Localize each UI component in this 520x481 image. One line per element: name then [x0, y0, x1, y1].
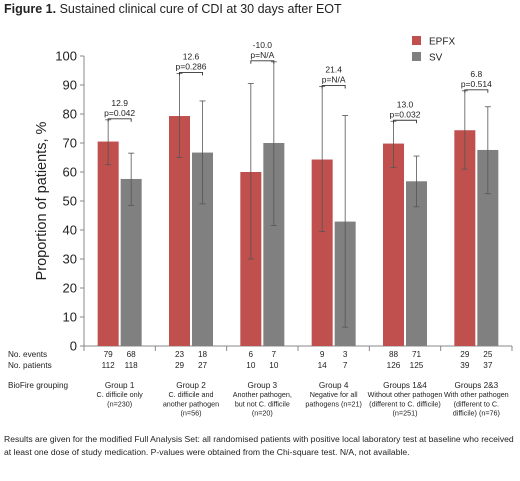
bar-sv	[120, 178, 142, 346]
group-description-line: (n=56)	[181, 409, 202, 418]
group-description-line: pathogens (n=21)	[305, 399, 362, 408]
footnote: Results are given for the modified Full …	[4, 434, 514, 457]
legend-swatch-epfx	[412, 36, 421, 45]
p-value-label: p=0.042	[104, 108, 135, 118]
difference-label: 12.9	[111, 98, 128, 108]
p-value-label: p=N/A	[250, 50, 274, 60]
group-description-line: (n=20)	[252, 409, 273, 418]
table-cell-sv: 68	[127, 350, 137, 359]
group-description-line: C. difficile only	[97, 390, 144, 399]
x-tick-label: Group 3	[248, 381, 278, 390]
table-cell-epfx: 29	[460, 350, 470, 359]
difference-label: 21.4	[325, 64, 342, 74]
significance-bracket	[464, 89, 489, 93]
bar-sv	[477, 149, 499, 346]
difference-label: 6.8	[470, 69, 482, 79]
difference-label: 12.6	[183, 51, 200, 61]
significance-bracket	[179, 71, 203, 76]
legend-label-epfx: EPFX	[429, 37, 455, 48]
table-cell-epfx: 88	[389, 350, 399, 359]
y-tick-label: 80	[63, 107, 77, 122]
bar-sv	[406, 181, 427, 346]
table-cell-epfx: 14	[318, 361, 328, 370]
group-description-line: With other pathogen	[444, 390, 509, 399]
table-cell-epfx: 126	[387, 361, 401, 370]
y-tick-label: 50	[63, 194, 77, 209]
difference-label: -10.0	[253, 40, 273, 50]
legend-label-sv: SV	[429, 53, 443, 64]
p-value-label: p=0.514	[461, 79, 492, 89]
x-tick-label: Group 4	[319, 381, 349, 390]
group-description-line: Negative for all	[310, 390, 358, 399]
group-description-line: but not C. difficile	[235, 399, 290, 408]
table-cell-sv: 7	[272, 350, 277, 359]
table-cell-epfx: 79	[104, 350, 114, 359]
table-cell-sv: 10	[269, 361, 279, 370]
group-description-line: Another pathogen,	[233, 390, 292, 399]
group-description-line: (different to C.	[454, 399, 499, 408]
y-tick-label: 20	[63, 281, 77, 296]
p-value-label: p=0.032	[390, 109, 421, 119]
y-tick-label: 0	[70, 339, 77, 354]
p-value-label: p=0.286	[176, 61, 207, 71]
table-row-label: No. events	[8, 350, 47, 359]
difference-label: 13.0	[397, 99, 414, 109]
table-cell-sv: 118	[125, 361, 138, 370]
bar-chart: 0 10 20 30 40 50 60 70 80 90 100 Proportion of pati…	[8, 36, 513, 418]
table-cell-sv: 125	[410, 361, 424, 370]
bar-epfx	[311, 159, 333, 346]
x-tick-label: Group 2	[176, 381, 206, 390]
grouping-row-label: BioFire grouping	[8, 381, 69, 390]
table-cell-sv: 37	[483, 361, 493, 370]
group-description-line: another pathogen	[163, 399, 219, 408]
table-cell-epfx: 112	[102, 361, 115, 370]
y-tick-label: 100	[55, 49, 77, 64]
group-description-line: difficile) (n=76)	[453, 409, 500, 418]
table-cell-sv: 18	[198, 350, 208, 359]
y-tick-label: 30	[63, 252, 77, 267]
bar-sv	[192, 152, 213, 346]
table-cell-epfx: 39	[460, 361, 470, 370]
y-tick-label: 70	[63, 136, 77, 151]
x-tick-label: Group 1	[105, 381, 135, 390]
significance-bracket	[107, 118, 132, 122]
group-description-line: (n=251)	[393, 409, 418, 418]
figure-title: Figure 1. Sustained clinical cure of CDI…	[4, 2, 342, 16]
table-cell-sv: 7	[343, 361, 348, 370]
significance-bracket	[250, 60, 275, 64]
group-description-line: Without other pathogen	[368, 390, 443, 399]
group-description-line: C. difficile and	[168, 390, 213, 399]
y-tick-label: 60	[63, 165, 77, 180]
significance-bracket	[393, 119, 417, 124]
table-cell-sv: 25	[483, 350, 493, 359]
x-tick-label: Groups 2&3	[454, 381, 498, 390]
bar-epfx	[169, 116, 190, 346]
table-cell-epfx: 10	[246, 361, 256, 370]
table-cell-sv: 3	[343, 350, 348, 359]
table-cell-sv: 27	[198, 361, 208, 370]
significance-bracket	[321, 85, 346, 89]
table-cell-epfx: 29	[175, 361, 185, 370]
bar-epfx	[454, 130, 476, 346]
p-value-label: p=N/A	[322, 74, 346, 84]
group-description-line: (n=230)	[107, 399, 132, 408]
bar-epfx	[383, 143, 404, 346]
table-row-label: No. patients	[8, 361, 52, 370]
y-tick-label: 10	[63, 310, 77, 325]
table-cell-epfx: 23	[175, 350, 185, 359]
y-axis-label: Proportion of patients, %	[34, 122, 50, 281]
y-tick-label: 90	[63, 78, 77, 93]
figure-title-text: Sustained clinical cure of CDI at 30 day…	[59, 2, 342, 16]
figure-title-prefix: Figure 1.	[4, 2, 57, 16]
table-cell-epfx: 9	[320, 350, 325, 359]
table-cell-epfx: 6	[249, 350, 254, 359]
legend-swatch-sv	[412, 52, 421, 61]
y-tick-label: 40	[63, 223, 77, 238]
x-tick-label: Groups 1&4	[383, 381, 427, 390]
table-cell-sv: 71	[412, 350, 422, 359]
bar-sv	[263, 143, 285, 346]
bar-epfx	[97, 141, 119, 346]
group-description-line: (different to C. difficile)	[369, 399, 441, 408]
